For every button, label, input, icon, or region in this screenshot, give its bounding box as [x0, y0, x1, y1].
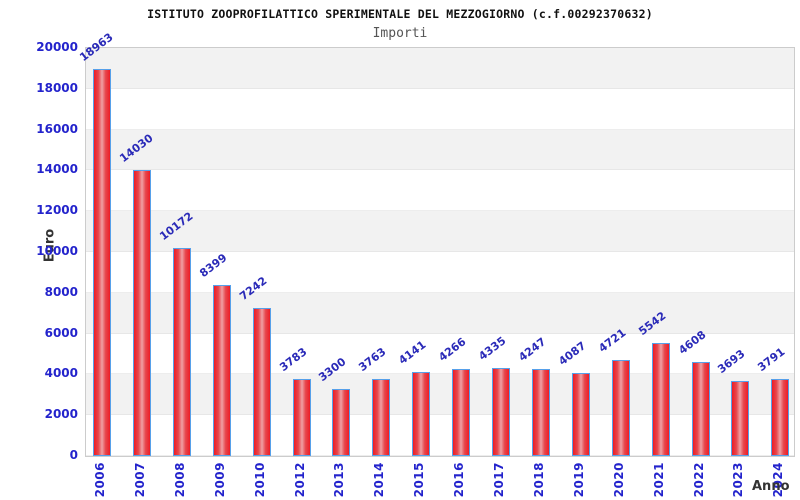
- chart-subtitle: Importi: [372, 26, 428, 41]
- y-tick-label: 12000: [36, 203, 78, 218]
- y-tick-label: 18000: [36, 80, 78, 95]
- x-tick-label: 2018: [531, 462, 546, 498]
- bar-2009: [212, 284, 231, 456]
- y-tick-label: 2000: [44, 407, 78, 422]
- y-tick-label: 0: [69, 448, 78, 462]
- bar-2008: [172, 248, 191, 456]
- bar-2022: [691, 361, 710, 456]
- grid-band: [86, 333, 794, 375]
- y-tick-label: 4000: [44, 366, 78, 381]
- grid-band: [86, 170, 794, 212]
- bar-2015: [412, 371, 431, 456]
- x-tick-label: 2015: [412, 462, 427, 498]
- x-tick-label: 2012: [292, 462, 307, 498]
- x-tick-label: 2007: [132, 462, 147, 498]
- x-tick-label: 2021: [651, 462, 666, 498]
- bar-2013: [332, 388, 351, 456]
- bar-2012: [292, 378, 311, 456]
- x-tick-label: 2010: [252, 462, 267, 498]
- y-tick-label: 8000: [44, 284, 78, 299]
- y-tick-label: 6000: [44, 325, 78, 340]
- y-tick-label: 20000: [36, 40, 78, 54]
- grid-band: [86, 374, 794, 416]
- bar-2024: [771, 378, 790, 456]
- bar-2007: [132, 169, 151, 456]
- bar-2006: [93, 69, 111, 456]
- bar-2010: [252, 308, 271, 456]
- x-tick-label: 2014: [372, 462, 387, 498]
- grid-band: [86, 211, 794, 252]
- x-tick-label: 2013: [332, 462, 347, 498]
- y-tick-label: 10000: [36, 244, 78, 258]
- y-tick-label: 14000: [36, 162, 78, 177]
- x-tick-label: 2020: [611, 462, 626, 498]
- x-tick-label: 2009: [212, 462, 227, 498]
- grid-band: [86, 48, 794, 89]
- bar-2023: [731, 380, 750, 456]
- grid-band: [86, 292, 794, 334]
- x-tick-label: 2017: [492, 462, 506, 498]
- x-tick-label: 2008: [172, 462, 187, 498]
- x-tick-label: 2022: [691, 462, 706, 498]
- bar-2019: [571, 372, 590, 456]
- bar-2016: [452, 368, 471, 456]
- grid-band: [86, 129, 794, 171]
- chart-title: ISTITUTO ZOOPROFILATTICO SPERIMENTALE DE…: [147, 7, 653, 21]
- x-axis-title: Anno: [752, 479, 790, 494]
- grid-band: [86, 252, 794, 293]
- bar-2014: [372, 379, 391, 456]
- x-tick-label: 2006: [93, 462, 107, 498]
- x-tick-label: 2016: [452, 462, 467, 498]
- bar-2017: [492, 367, 510, 456]
- grid-band: [86, 88, 794, 130]
- grid-band: [86, 415, 794, 456]
- y-tick-label: 16000: [36, 121, 78, 136]
- x-tick-label: 2023: [731, 462, 746, 498]
- plot-area: [85, 47, 795, 457]
- bar-2020: [611, 359, 630, 456]
- bar-2021: [651, 342, 670, 456]
- x-tick-label: 2019: [571, 462, 586, 498]
- bar-2018: [531, 369, 550, 456]
